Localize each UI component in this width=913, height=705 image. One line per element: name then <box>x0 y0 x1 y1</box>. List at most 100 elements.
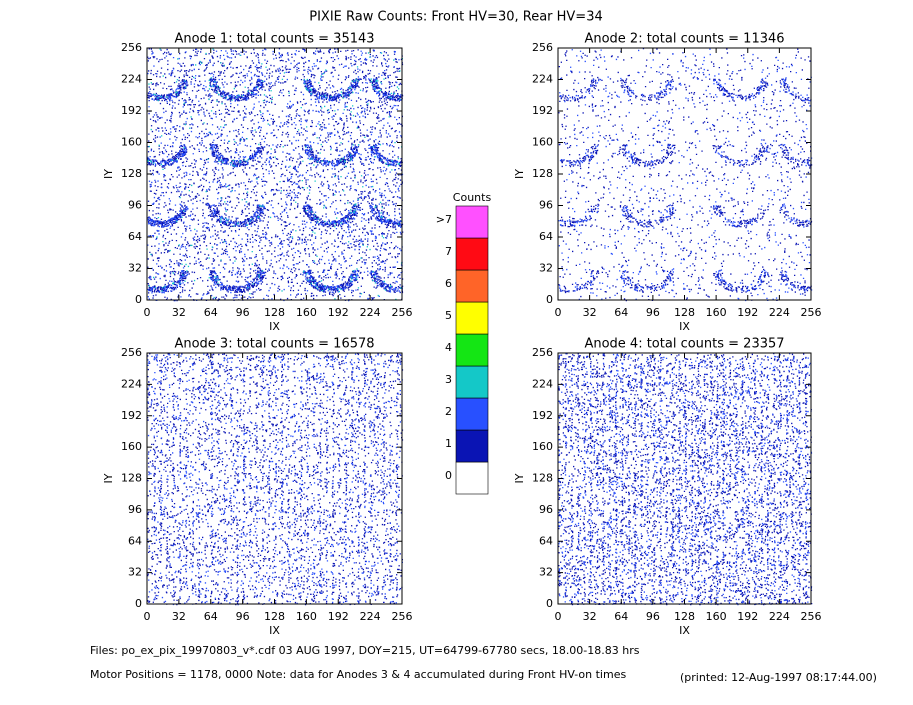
x-tick-label: 96 <box>236 610 250 623</box>
y-tick-label: 64 <box>539 534 553 547</box>
y-tick-label: 64 <box>128 230 142 243</box>
main-title: PIXIE Raw Counts: Front HV=30, Rear HV=3… <box>309 10 603 25</box>
colorbar-cell <box>455 269 489 303</box>
x-tick-label: 256 <box>801 610 822 623</box>
y-tick-label: 32 <box>539 262 553 275</box>
y-label: IY <box>513 169 526 179</box>
panel-title: Anode 2: total counts = 11346 <box>584 32 784 47</box>
y-tick-label: 224 <box>121 377 142 390</box>
panel-title: Anode 3: total counts = 16578 <box>174 337 374 352</box>
x-tick-label: 192 <box>328 610 349 623</box>
colorbar-cell <box>455 397 489 431</box>
x-tick-label: 128 <box>674 610 695 623</box>
x-tick-label: 32 <box>583 610 597 623</box>
y-tick-label: 256 <box>121 41 142 54</box>
x-tick-label: 192 <box>737 610 758 623</box>
x-tick-label: 256 <box>392 610 413 623</box>
count-texture <box>147 48 403 301</box>
x-tick-label: 256 <box>801 306 822 319</box>
y-tick-label: 96 <box>128 199 142 212</box>
colorbar-label: 0 <box>445 469 452 482</box>
y-tick-label: 32 <box>539 566 553 579</box>
x-tick-label: 192 <box>737 306 758 319</box>
x-tick-label: 32 <box>172 610 186 623</box>
y-tick-label: 192 <box>121 104 142 117</box>
x-tick-label: 224 <box>360 306 381 319</box>
y-tick-label: 64 <box>128 534 142 547</box>
colorbar-label: 2 <box>445 405 452 418</box>
y-tick-label: 0 <box>546 597 553 610</box>
y-tick-label: 128 <box>121 472 142 485</box>
x-tick-label: 64 <box>614 610 628 623</box>
count-texture <box>147 353 404 606</box>
colorbar-label: 6 <box>445 277 452 290</box>
x-tick-label: 32 <box>172 306 186 319</box>
x-tick-label: 32 <box>583 306 597 319</box>
x-label: IX <box>269 624 280 637</box>
x-tick-label: 128 <box>264 610 285 623</box>
x-tick-label: 128 <box>674 306 695 319</box>
colorbar-cell <box>455 333 489 367</box>
y-tick-label: 0 <box>546 293 553 306</box>
y-tick-label: 160 <box>532 136 553 149</box>
x-tick-label: 0 <box>555 306 562 319</box>
colorbar-cell <box>455 237 489 271</box>
y-tick-label: 32 <box>128 262 142 275</box>
count-texture <box>558 48 813 302</box>
colorbar-cell <box>455 429 489 463</box>
y-tick-label: 192 <box>532 409 553 422</box>
colorbar-label: 1 <box>445 437 452 450</box>
y-label: IY <box>102 473 115 483</box>
x-tick-label: 64 <box>614 306 628 319</box>
x-tick-label: 160 <box>706 610 727 623</box>
y-tick-label: 256 <box>532 41 553 54</box>
x-label: IX <box>679 624 690 637</box>
colorbar-label: >7 <box>436 213 452 226</box>
y-label: IY <box>102 169 115 179</box>
y-tick-label: 160 <box>121 440 142 453</box>
count-texture <box>558 353 813 606</box>
y-tick-label: 256 <box>532 346 553 359</box>
x-tick-label: 224 <box>769 610 790 623</box>
x-tick-label: 160 <box>296 610 317 623</box>
footer-files: Files: po_ex_pix_19970803_v*.cdf 03 AUG … <box>90 644 640 657</box>
y-tick-label: 128 <box>532 167 553 180</box>
footer-motor: Motor Positions = 1178, 0000 Note: data … <box>90 668 626 681</box>
y-tick-label: 96 <box>539 503 553 516</box>
colorbar-label: 3 <box>445 373 452 386</box>
colorbar-label: 4 <box>445 341 452 354</box>
colorbar-cell <box>455 205 489 239</box>
panel-title: Anode 4: total counts = 23357 <box>584 337 784 352</box>
x-tick-label: 224 <box>769 306 790 319</box>
x-tick-label: 96 <box>236 306 250 319</box>
colorbar-cell <box>455 365 489 399</box>
y-tick-label: 128 <box>121 167 142 180</box>
x-tick-label: 160 <box>706 306 727 319</box>
footer-printed: (printed: 12-Aug-1997 08:17:44.00) <box>680 671 877 684</box>
x-tick-label: 128 <box>264 306 285 319</box>
y-tick-label: 160 <box>121 136 142 149</box>
x-tick-label: 96 <box>646 306 660 319</box>
colorbar-cell <box>455 301 489 335</box>
colorbar-cell <box>455 461 489 495</box>
x-tick-label: 0 <box>144 306 151 319</box>
x-tick-label: 0 <box>144 610 151 623</box>
y-tick-label: 128 <box>532 472 553 485</box>
y-tick-label: 224 <box>532 73 553 86</box>
count-texture <box>558 353 813 606</box>
x-tick-label: 224 <box>360 610 381 623</box>
y-tick-label: 224 <box>121 73 142 86</box>
x-tick-label: 64 <box>204 610 218 623</box>
count-texture <box>558 48 813 302</box>
y-tick-label: 32 <box>128 566 142 579</box>
y-tick-label: 160 <box>532 440 553 453</box>
y-tick-label: 224 <box>532 377 553 390</box>
y-label: IY <box>513 473 526 483</box>
y-tick-label: 192 <box>121 409 142 422</box>
colorbar-label: 5 <box>445 309 452 322</box>
y-tick-label: 0 <box>135 597 142 610</box>
y-tick-label: 192 <box>532 104 553 117</box>
y-tick-label: 96 <box>128 503 142 516</box>
x-tick-label: 256 <box>392 306 413 319</box>
